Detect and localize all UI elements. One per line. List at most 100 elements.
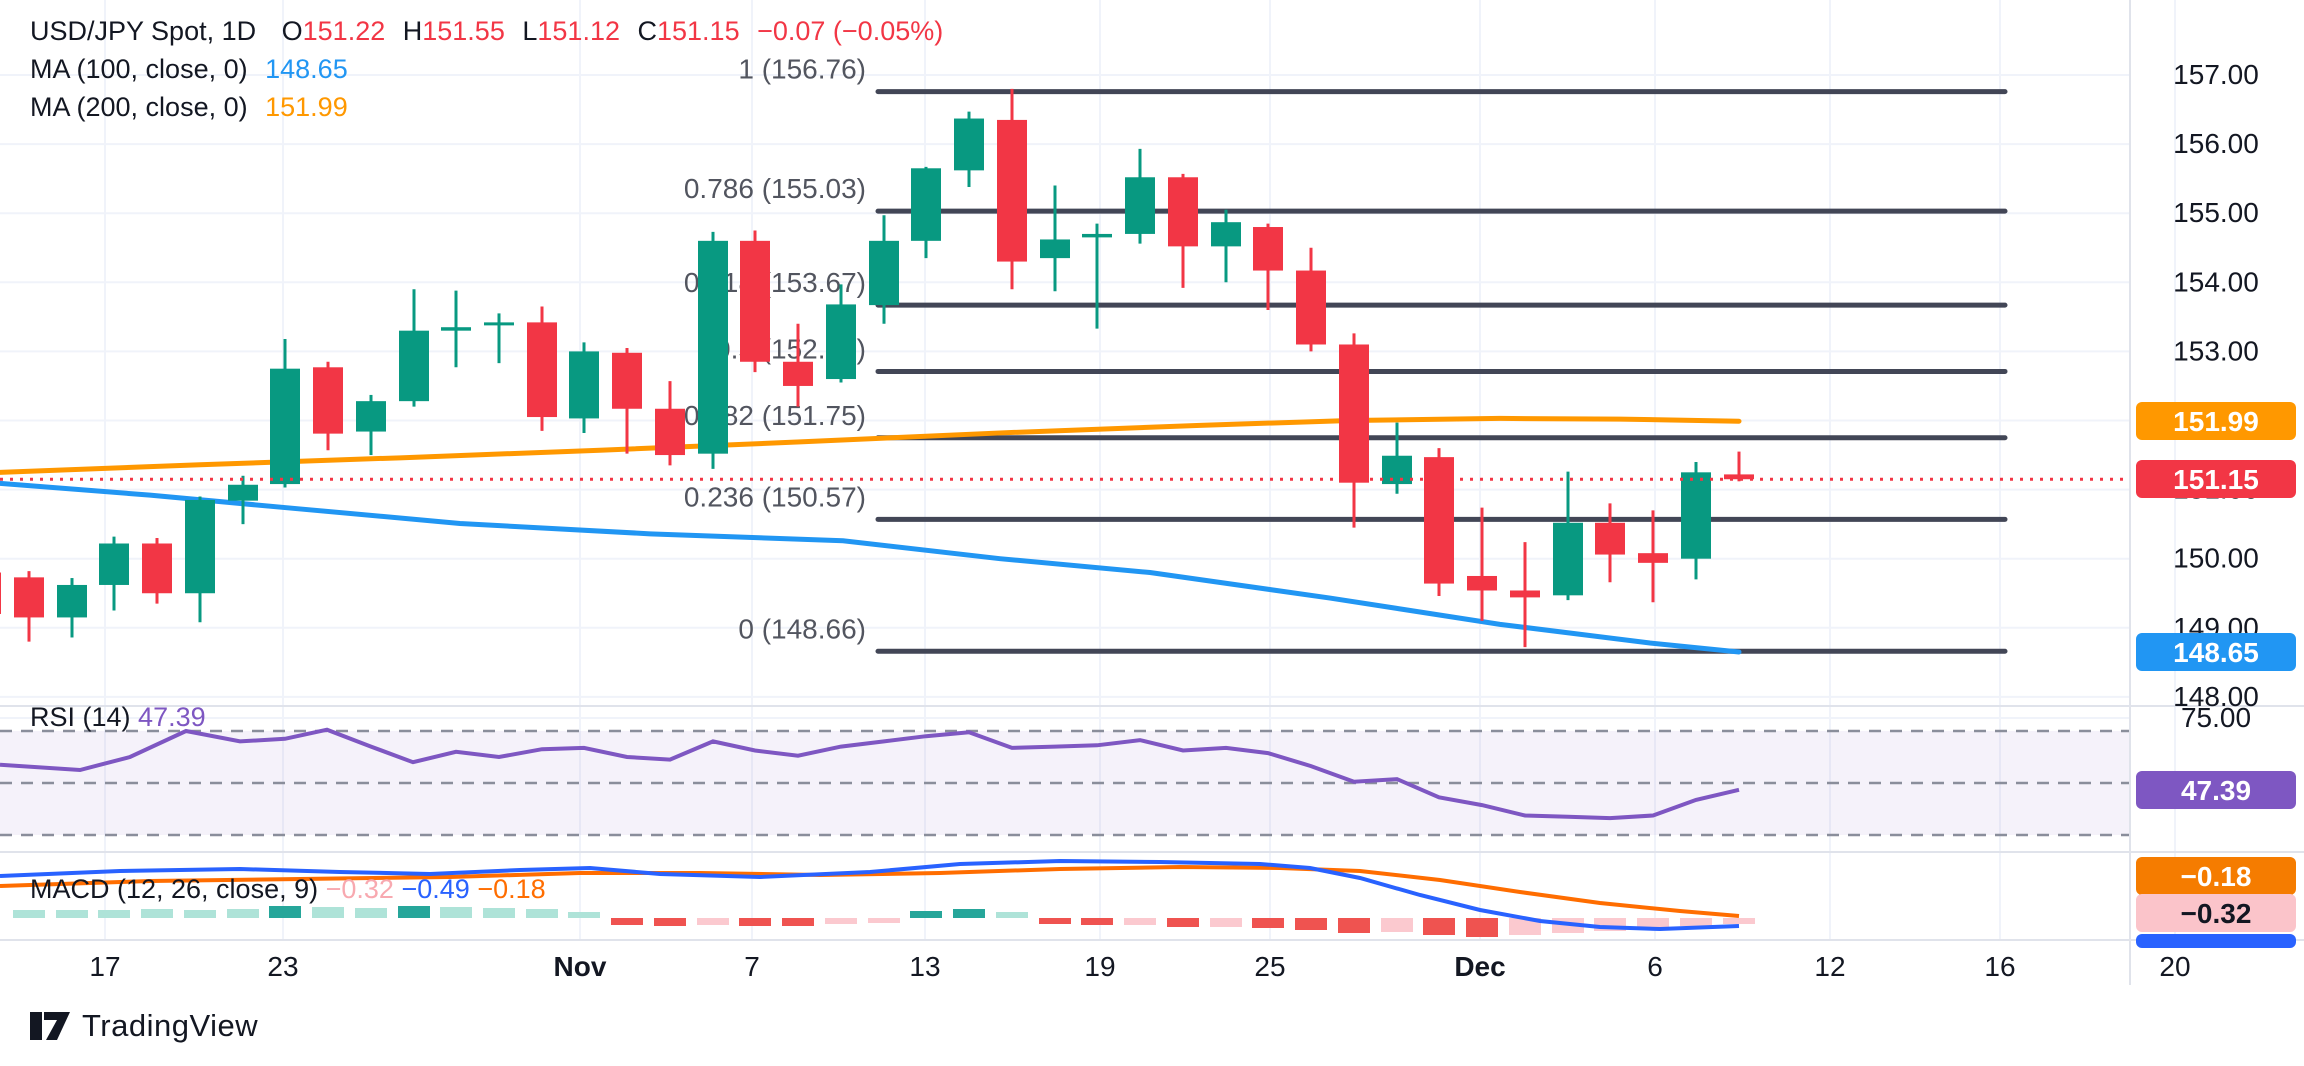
candle-body[interactable]	[356, 401, 386, 432]
candle-body[interactable]	[14, 577, 44, 618]
ma200-legend-row[interactable]: MA (200, close, 0) 151.99	[30, 88, 943, 126]
macd-histogram-bar[interactable]	[910, 911, 942, 918]
macd-histogram-bar[interactable]	[269, 906, 301, 918]
macd-histogram-bar[interactable]	[953, 909, 985, 918]
candle-body[interactable]	[399, 330, 429, 402]
macd-line[interactable]	[0, 858, 1740, 932]
symbol-title[interactable]: USD/JPY Spot, 1D	[30, 16, 257, 46]
macd-histogram-bar[interactable]	[355, 908, 387, 918]
ma100-line[interactable]	[0, 480, 1742, 655]
candle-body[interactable]	[484, 322, 514, 326]
date-axis-label[interactable]: 19	[1084, 951, 1115, 982]
candle-body[interactable]	[1510, 590, 1540, 598]
candle-body[interactable]	[783, 361, 813, 386]
candle-body[interactable]	[228, 484, 258, 501]
macd-histogram-bar[interactable]	[1039, 918, 1071, 924]
macd-histogram-bar[interactable]	[782, 918, 814, 926]
macd-histogram-bar[interactable]	[141, 909, 173, 918]
macd-histogram-bar[interactable]	[611, 918, 643, 925]
candle-body[interactable]	[911, 168, 941, 241]
ma100-legend-row[interactable]: MA (100, close, 0) 148.65	[30, 50, 943, 88]
candle-body[interactable]	[527, 322, 557, 418]
candle-body[interactable]	[1681, 472, 1711, 559]
candle-body[interactable]	[99, 543, 129, 585]
macd-histogram-bar[interactable]	[440, 907, 472, 918]
candle-body[interactable]	[270, 368, 300, 485]
date-axis-label[interactable]: 20	[2159, 951, 2190, 982]
macd-histogram-bar[interactable]	[398, 906, 430, 918]
candle-body[interactable]	[1424, 457, 1454, 584]
date-axis-label[interactable]: Dec	[1454, 951, 1505, 982]
macd-histogram-bar[interactable]	[98, 910, 130, 918]
candle-body[interactable]	[869, 240, 899, 306]
candle-body[interactable]	[1724, 474, 1754, 480]
candle-body[interactable]	[1467, 575, 1497, 591]
candle-body[interactable]	[1253, 227, 1283, 271]
date-axis-label[interactable]: 25	[1254, 951, 1285, 982]
macd-histogram-bar[interactable]	[1423, 918, 1455, 935]
macd-histogram-bar[interactable]	[739, 918, 771, 926]
date-axis-label[interactable]: 23	[267, 951, 298, 982]
date-axis-label[interactable]: 7	[744, 951, 760, 982]
macd-histogram-bar[interactable]	[13, 910, 45, 918]
candle-body[interactable]	[1211, 222, 1241, 247]
candle-body[interactable]	[698, 240, 728, 454]
date-axis-label[interactable]: 17	[89, 951, 120, 982]
date-axis-label[interactable]: Nov	[554, 951, 607, 982]
macd-histogram-bar[interactable]	[526, 909, 558, 918]
macd-histogram-bar[interactable]	[1381, 918, 1413, 932]
macd-histogram-bar[interactable]	[1124, 918, 1156, 925]
candle-body[interactable]	[57, 584, 87, 618]
macd-histogram-bar[interactable]	[868, 918, 900, 923]
macd-histogram-bar[interactable]	[1637, 918, 1669, 929]
rsi-line[interactable]	[0, 727, 1740, 821]
candle-body[interactable]	[612, 352, 642, 409]
ma200-line[interactable]	[0, 415, 1742, 475]
macd-histogram-bar[interactable]	[1252, 918, 1284, 928]
candle-body[interactable]	[740, 240, 770, 362]
date-axis-label[interactable]: 13	[909, 951, 940, 982]
date-axis-label[interactable]: 12	[1814, 951, 1845, 982]
macd-histogram-bar[interactable]	[227, 909, 259, 918]
macd-histogram-bar[interactable]	[654, 918, 686, 926]
candle-body[interactable]	[142, 543, 172, 594]
candle-body[interactable]	[1339, 344, 1369, 483]
candle-body[interactable]	[1595, 522, 1625, 555]
macd-legend[interactable]: MACD (12, 26, close, 9) −0.32 −0.49 −0.1…	[30, 874, 546, 905]
macd-histogram-bar[interactable]	[1466, 918, 1498, 937]
candle-body[interactable]	[1382, 455, 1412, 485]
macd-histogram-bar[interactable]	[312, 907, 344, 918]
tradingview-logo[interactable]: TradingView	[28, 1006, 258, 1046]
candle-body[interactable]	[1296, 270, 1326, 345]
macd-histogram[interactable]	[13, 906, 1755, 937]
rsi-legend[interactable]: RSI (14) 47.39	[30, 702, 206, 733]
macd-histogram-bar[interactable]	[825, 918, 857, 924]
macd-histogram-bar[interactable]	[1509, 918, 1541, 935]
macd-histogram-bar[interactable]	[1210, 918, 1242, 927]
candle-body[interactable]	[1082, 233, 1112, 238]
candle-body[interactable]	[441, 327, 471, 331]
macd-histogram-bar[interactable]	[1167, 918, 1199, 927]
macd-histogram-bar[interactable]	[1338, 918, 1370, 933]
candle-body[interactable]	[313, 367, 343, 434]
candle-body[interactable]	[1638, 553, 1668, 563]
macd-histogram-bar[interactable]	[56, 910, 88, 918]
candle-body[interactable]	[569, 351, 599, 419]
macd-histogram-bar[interactable]	[184, 910, 216, 918]
macd-histogram-bar[interactable]	[1680, 918, 1712, 926]
candle-body[interactable]	[1125, 177, 1155, 234]
macd-histogram-bar[interactable]	[996, 912, 1028, 918]
macd-histogram-bar[interactable]	[483, 908, 515, 918]
symbol-legend-row[interactable]: USD/JPY Spot, 1D O151.22 H151.55 L151.12…	[30, 12, 943, 50]
candle-body[interactable]	[0, 572, 1, 614]
macd-histogram-bar[interactable]	[1295, 918, 1327, 930]
macd-signal-line[interactable]	[0, 864, 1740, 918]
candle-body[interactable]	[826, 304, 856, 380]
date-axis-label[interactable]: 6	[1647, 951, 1663, 982]
macd-histogram-bar[interactable]	[1081, 918, 1113, 925]
macd-histogram-bar[interactable]	[1723, 918, 1755, 924]
date-axis-label[interactable]: 16	[1984, 951, 2015, 982]
macd-histogram-bar[interactable]	[697, 918, 729, 925]
candle-body[interactable]	[185, 499, 215, 594]
